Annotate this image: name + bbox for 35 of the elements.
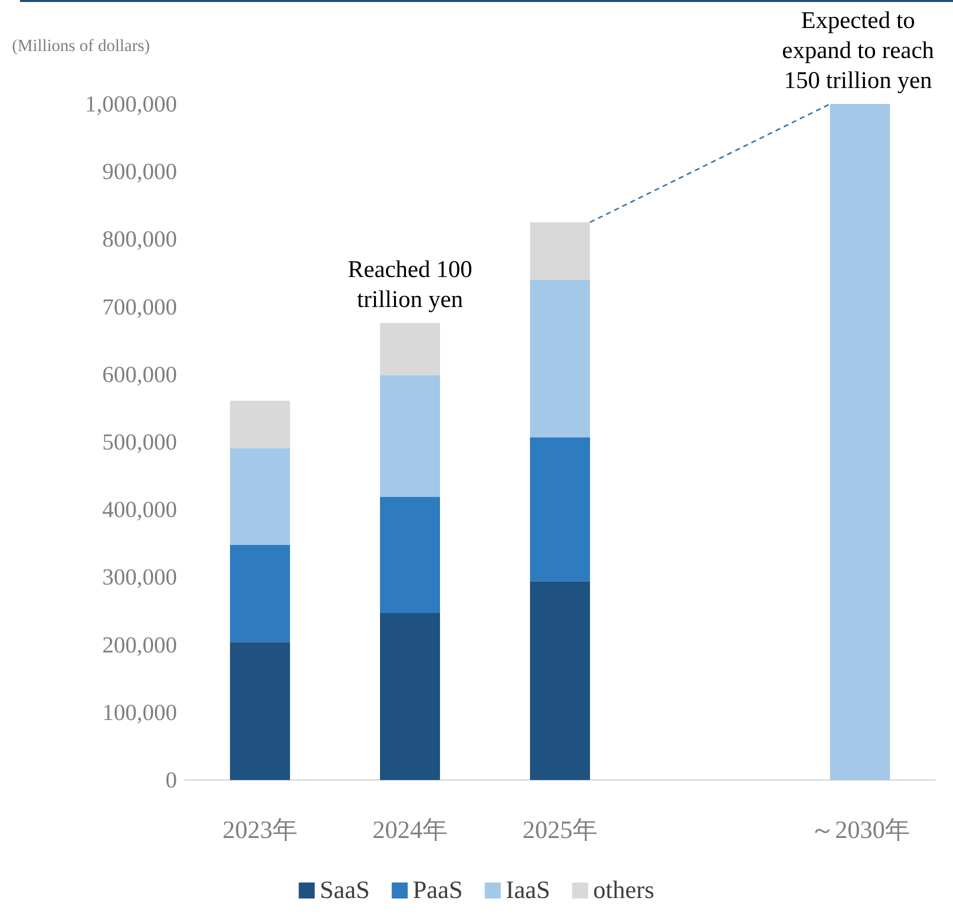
y-tick-label: 400,000	[102, 497, 177, 522]
y-tick-label: 1,000,000	[85, 92, 177, 116]
annotation: Reached 100 trillion yen	[348, 257, 472, 314]
legend-label: IaaS	[506, 877, 550, 904]
bar	[380, 613, 440, 780]
y-tick-label: 500,000	[102, 430, 177, 454]
bar	[380, 375, 440, 497]
bar	[230, 400, 290, 448]
y-tick-label: 0	[166, 768, 177, 792]
bar	[380, 496, 440, 614]
bar	[530, 437, 590, 582]
legend-label: others	[593, 877, 654, 904]
y-tick-label: 900,000	[102, 159, 177, 184]
legend-label: SaaS	[320, 877, 370, 904]
x-tick-label: ～2030年	[810, 817, 910, 844]
bar	[230, 544, 290, 642]
annotation: Expected to expand to reach 150 trillion yen	[782, 8, 934, 94]
bar	[380, 323, 440, 376]
y-tick-label: 200,000	[102, 632, 177, 658]
y-tick-label: 800,000	[102, 226, 177, 252]
bar	[230, 448, 290, 545]
y-tick-label: 300,000	[102, 564, 177, 590]
bar	[830, 104, 890, 780]
legend-label: PaaS	[412, 877, 463, 904]
y-tick-label: 100,000	[102, 700, 177, 725]
x-tick-label: 2025年	[522, 817, 598, 844]
y-axis-title: (Millions of dollars)	[12, 36, 150, 55]
x-tick-label: 2024年	[372, 817, 448, 844]
x-tick-label: 2023年	[222, 817, 298, 844]
bar	[230, 642, 290, 780]
y-tick-label: 700,000	[102, 294, 177, 320]
bar	[530, 280, 590, 438]
y-tick-label: 600,000	[102, 362, 177, 387]
bar	[530, 581, 590, 780]
bar	[530, 222, 590, 280]
